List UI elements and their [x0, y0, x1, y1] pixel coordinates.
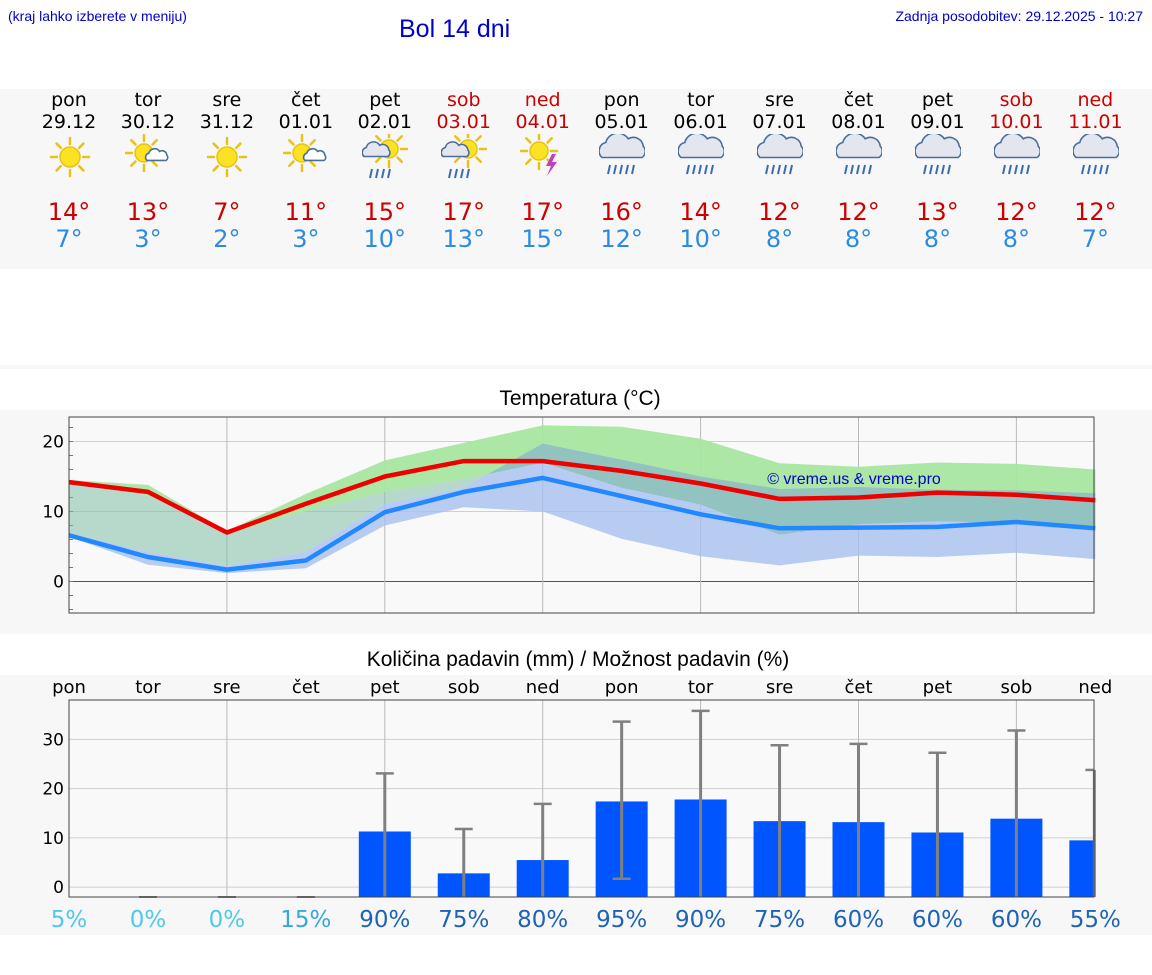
day-date: 03.01 [436, 111, 491, 133]
max-temperature: 13° [916, 198, 959, 226]
min-temperature: 10° [679, 225, 722, 253]
location-hint[interactable]: (kraj lahko izberete v meniju) [8, 8, 187, 24]
forecast-panel: pon 29.12 14° 7° tor 30.12 13° 3° sre 31.12 7° 2° če… [0, 89, 1152, 269]
day-name: čet [843, 89, 874, 111]
sun-cloud-icon [283, 134, 327, 173]
rain-cloud-icon [757, 134, 804, 175]
day-name: ned [1077, 89, 1114, 111]
day-date: 08.01 [831, 111, 886, 133]
sun-storm-icon [520, 134, 559, 176]
day-date: 04.01 [515, 111, 570, 133]
max-temperature: 12° [758, 198, 801, 226]
page-title: Bol 14 dni [399, 15, 511, 43]
rain-cloud-icon [914, 134, 961, 175]
precipitation-panel [0, 675, 1152, 935]
max-temperature: 7° [213, 198, 241, 226]
min-temperature: 8° [1002, 225, 1031, 253]
precipitation-chart-title: Količina padavin (mm) / Možnost padavin … [366, 648, 790, 671]
min-temperature: 7° [55, 225, 83, 253]
min-temperature: 3° [292, 225, 320, 253]
min-temperature: 12° [600, 225, 643, 253]
day-date: 29.12 [41, 111, 97, 133]
day-name: pet [369, 89, 401, 111]
min-temperature: 2° [213, 225, 241, 253]
day-name: tor [687, 89, 715, 111]
rain-cloud-icon [599, 134, 646, 175]
day-date: 02.01 [357, 111, 412, 133]
max-temperature: 15° [363, 198, 407, 226]
day-date: 06.01 [673, 111, 728, 133]
last-update: Zadnja posodobitev: 29.12.2025 - 10:27 [895, 8, 1143, 24]
rain-cloud-icon [836, 134, 882, 175]
day-name: sre [212, 89, 242, 111]
max-temperature: 12° [995, 198, 1038, 226]
max-temperature: 12° [1074, 198, 1117, 226]
day-name: ned [524, 89, 561, 111]
day-date: 11.01 [1068, 111, 1123, 133]
min-temperature: 3° [134, 225, 162, 253]
day-name: pon [603, 89, 640, 111]
day-name: pet [921, 89, 954, 111]
max-temperature: 17° [442, 198, 486, 226]
min-temperature: 8° [765, 225, 794, 253]
max-temperature: 16° [600, 198, 643, 226]
sun-cloud-rain-icon [441, 134, 488, 179]
min-temperature: 7° [1081, 225, 1109, 253]
min-temperature: 10° [363, 225, 407, 253]
day-date: 05.01 [594, 111, 649, 133]
day-name: sre [765, 89, 795, 111]
divider [0, 365, 1152, 369]
day-name: pon [51, 89, 87, 111]
day-date: 31.12 [199, 111, 255, 133]
rain-cloud-icon [678, 134, 725, 175]
temperature-panel [0, 410, 1152, 634]
max-temperature: 13° [126, 198, 170, 226]
rain-cloud-icon [993, 134, 1040, 175]
sun-icon [49, 136, 90, 178]
day-date: 07.01 [752, 111, 807, 133]
rain-cloud-icon [1072, 134, 1119, 175]
sun-cloud-icon [125, 134, 169, 173]
day-date: 01.01 [278, 111, 334, 133]
day-name: tor [134, 89, 162, 111]
day-date: 30.12 [120, 111, 176, 133]
temperature-chart-title: Temperatura (°C) [499, 387, 661, 410]
max-temperature: 14° [679, 198, 722, 226]
day-date: 10.01 [989, 111, 1044, 133]
min-temperature: 8° [844, 225, 873, 253]
sun-icon [207, 136, 248, 178]
day-name: sob [446, 89, 481, 111]
min-temperature: 8° [923, 225, 952, 253]
day-date: 09.01 [910, 111, 965, 133]
max-temperature: 12° [837, 198, 880, 226]
min-temperature: 15° [521, 225, 564, 253]
max-temperature: 17° [521, 198, 564, 226]
day-name: sob [999, 89, 1034, 111]
day-name: čet [291, 89, 321, 111]
max-temperature: 14° [47, 198, 91, 226]
sun-cloud-rain-icon [362, 134, 409, 179]
max-temperature: 11° [284, 198, 328, 226]
min-temperature: 13° [442, 225, 486, 253]
